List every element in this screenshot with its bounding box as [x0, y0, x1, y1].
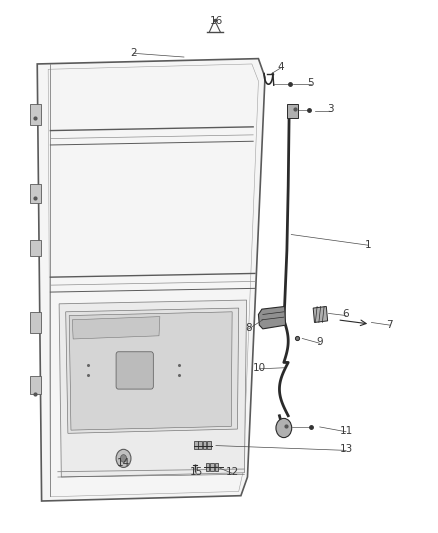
Bar: [30, 312, 41, 333]
Bar: [207, 441, 211, 449]
Polygon shape: [287, 104, 298, 118]
Polygon shape: [66, 308, 239, 433]
Bar: [30, 376, 41, 394]
Polygon shape: [258, 306, 286, 329]
Bar: [210, 463, 214, 471]
Text: 6: 6: [343, 310, 350, 319]
Bar: [203, 441, 206, 449]
Text: 7: 7: [386, 320, 393, 330]
Text: 2: 2: [130, 49, 137, 58]
Text: 10: 10: [253, 363, 266, 373]
Polygon shape: [59, 300, 247, 477]
Circle shape: [276, 418, 292, 438]
Bar: [215, 463, 218, 471]
Bar: [30, 240, 41, 256]
Circle shape: [116, 449, 131, 467]
Text: 16: 16: [210, 17, 223, 26]
Text: 3: 3: [327, 104, 334, 114]
Text: 14: 14: [117, 458, 130, 467]
Circle shape: [120, 455, 127, 462]
Text: 11: 11: [339, 426, 353, 435]
Bar: [198, 441, 202, 449]
FancyBboxPatch shape: [116, 352, 153, 389]
Polygon shape: [313, 306, 328, 322]
Bar: [194, 441, 198, 449]
Text: 12: 12: [226, 467, 239, 477]
Bar: [30, 104, 41, 125]
Polygon shape: [69, 312, 232, 430]
Text: 15: 15: [190, 467, 203, 477]
Bar: [30, 184, 41, 203]
Text: 9: 9: [316, 337, 323, 347]
Bar: [206, 463, 209, 471]
Polygon shape: [72, 317, 160, 339]
Text: 8: 8: [245, 323, 252, 333]
Text: 13: 13: [339, 445, 353, 454]
Polygon shape: [37, 59, 265, 501]
Text: 5: 5: [307, 78, 314, 87]
Text: 1: 1: [364, 240, 371, 250]
Text: 4: 4: [277, 62, 284, 71]
